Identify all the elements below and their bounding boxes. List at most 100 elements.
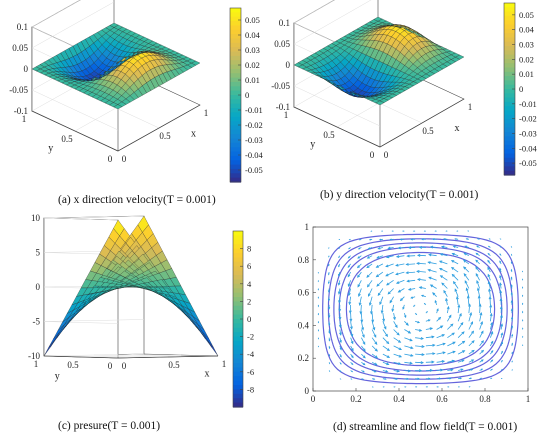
colorbar-segment (230, 47, 241, 53)
y-tick-label: 0.5 (61, 134, 73, 144)
flow-arrow-head (317, 313, 320, 316)
colorbar-segment (504, 89, 515, 94)
flow-arrow-head (488, 295, 492, 300)
flow-arrow-head (348, 301, 352, 306)
flow-arrow-head (427, 261, 431, 265)
flow-arrow-head (423, 230, 426, 232)
colorbar-segment (230, 55, 241, 61)
flow-arrow-head (457, 304, 461, 308)
flow-arrow (387, 288, 394, 295)
y-tick-label: 0 (108, 361, 113, 371)
flow-arrow (368, 288, 373, 297)
flow-arrow (463, 266, 470, 273)
flow-arrow-head (328, 256, 330, 258)
flow-arrow-head (428, 276, 432, 280)
flow-arrow-head (416, 270, 420, 273)
flow-arrow-head (480, 330, 484, 334)
flow-arrow (439, 260, 448, 265)
flow-arrow-head (357, 256, 360, 259)
flow-arrow-head (317, 297, 319, 299)
flow-arrow-head (362, 355, 366, 359)
flow-arrow (404, 370, 411, 372)
flow-arrow-head (362, 362, 366, 366)
x-tick-label: 0 (311, 394, 316, 404)
colorbar-segment (233, 319, 243, 324)
flow-arrow (417, 278, 426, 281)
flow-arrow-head (510, 299, 513, 303)
flow-arrow-head (328, 339, 331, 342)
colorbar-segment (233, 363, 243, 368)
flow-arrow-head (421, 345, 425, 348)
flow-arrow-head (385, 273, 389, 277)
flow-arrow (447, 341, 456, 347)
flow-arrow (464, 280, 470, 289)
flow-arrow-head (374, 348, 378, 352)
flow-arrow-head (440, 245, 445, 249)
colorbar-segment (230, 12, 241, 18)
flow-arrow (475, 273, 480, 281)
flow-arrow-head (499, 260, 502, 263)
colorbar-segment (233, 358, 243, 364)
flow-arrow-head (386, 355, 391, 358)
y-tick-label: 1 (22, 114, 27, 124)
flow-arrow-head (366, 274, 370, 278)
flow-arrow (489, 322, 493, 330)
flow-arrow (350, 329, 353, 337)
flow-arrow-head (499, 245, 501, 248)
flow-arrow (349, 296, 352, 305)
colorbar-segment (230, 16, 241, 22)
flow-arrow (457, 340, 465, 347)
flow-arrow (357, 280, 362, 287)
flow-arrow (447, 360, 455, 363)
flow-arrow-head (443, 289, 447, 294)
colorbar-segment (230, 51, 241, 57)
flow-arrow-head (327, 290, 330, 293)
flow-arrow-head (481, 368, 484, 371)
flow-arrow-head (431, 335, 435, 339)
flow-arrow (398, 288, 405, 293)
flow-arrow (358, 288, 362, 297)
colorbar-tick-label: 0.05 (519, 10, 534, 20)
colorbar-tick-label: 0.01 (519, 69, 534, 79)
colorbar-tick-label: 0.02 (245, 60, 260, 70)
flow-arrow (428, 276, 437, 281)
flow-arrow-head (475, 252, 479, 256)
colorbar-segment (504, 136, 515, 142)
flow-arrow (369, 296, 373, 306)
flow-arrow (348, 280, 351, 287)
flow-arrow-head (522, 319, 524, 321)
colorbar-segment (504, 7, 515, 13)
flow-arrow (454, 288, 459, 297)
flow-arrow-head (385, 255, 390, 259)
flow-arrow (430, 284, 437, 289)
flow-arrow (415, 337, 424, 340)
flow-arrow-head (385, 264, 389, 268)
flow-arrow (468, 304, 471, 314)
flow-arrow (393, 321, 398, 328)
flow-arrow (393, 313, 396, 320)
z-tick-label: -5 (33, 317, 41, 327)
flow-arrow (398, 247, 405, 249)
flow-arrow (371, 321, 375, 330)
x-tick-label: 0.2 (350, 394, 361, 404)
colorbar-segment (233, 345, 243, 351)
flow-arrow (468, 340, 475, 347)
flow-arrow-head (385, 333, 389, 338)
x-tick-label: 0 (384, 150, 389, 160)
axis-x-a (117, 104, 201, 152)
flow-arrow-head (328, 273, 330, 276)
z-tick-label: 0 (36, 282, 41, 292)
flow-arrow-head (470, 368, 474, 371)
grid-line-z-c (43, 215, 145, 221)
y-tick-label: 0.6 (298, 288, 310, 298)
flow-arrow-head (339, 340, 342, 344)
flow-arrow-head (432, 292, 436, 296)
colorbar-segment (233, 270, 243, 276)
colorbar-segment (504, 119, 515, 124)
flow-arrow (487, 274, 491, 281)
flow-arrow-head (432, 352, 436, 356)
flow-arrow-head (445, 297, 449, 302)
flow-arrow (425, 353, 435, 355)
flow-arrow (371, 329, 377, 338)
x-tick-label: 0.5 (422, 126, 434, 136)
